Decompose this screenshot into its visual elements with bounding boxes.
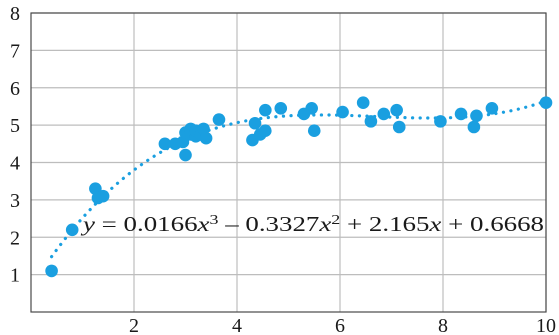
data-point	[45, 264, 58, 278]
data-point	[259, 103, 272, 117]
data-point	[454, 107, 468, 121]
x-tick-label: 10	[536, 315, 556, 335]
data-point	[259, 124, 272, 138]
y-axis-tick-labels: 1 2 3 4 5 6 7 8	[10, 3, 20, 287]
data-point	[392, 120, 406, 134]
data-point	[199, 131, 213, 145]
data-points	[45, 96, 553, 278]
data-point	[467, 120, 481, 134]
y-tick-label: 1	[10, 265, 20, 287]
x-tick-label: 4	[232, 315, 242, 335]
data-point	[307, 124, 321, 138]
y-tick-label: 6	[10, 78, 20, 100]
trendline-equation: y = 0.0166 x 3 – 0.3327 x 2 + 2.165 x + 0.666…	[80, 212, 544, 236]
y-tick-label: 7	[10, 40, 20, 62]
y-tick-label: 8	[10, 3, 20, 25]
data-point	[470, 109, 483, 123]
y-tick-label: 5	[10, 115, 20, 137]
data-point	[539, 96, 553, 109]
data-point	[434, 115, 447, 128]
data-point	[305, 102, 318, 115]
data-point	[377, 107, 391, 121]
data-point	[179, 148, 192, 162]
plot-frame	[30, 12, 547, 313]
data-point	[336, 105, 349, 119]
x-tick-label: 8	[438, 315, 448, 335]
gridlines	[31, 12, 547, 312]
data-point	[364, 115, 378, 128]
y-tick-label: 2	[10, 227, 20, 249]
data-point	[274, 102, 288, 115]
data-point	[158, 137, 172, 151]
data-point	[248, 116, 262, 130]
data-point	[356, 96, 370, 109]
data-point	[65, 223, 79, 237]
y-tick-label: 4	[10, 153, 20, 175]
data-point	[485, 102, 499, 115]
x-tick-label: 2	[129, 315, 139, 335]
data-point	[212, 113, 226, 126]
x-tick-label: 6	[335, 315, 345, 335]
x-axis-tick-labels: 2 4 6 8 10	[129, 315, 556, 335]
data-point	[390, 103, 403, 117]
data-point	[96, 189, 110, 203]
y-tick-label: 3	[10, 190, 20, 212]
